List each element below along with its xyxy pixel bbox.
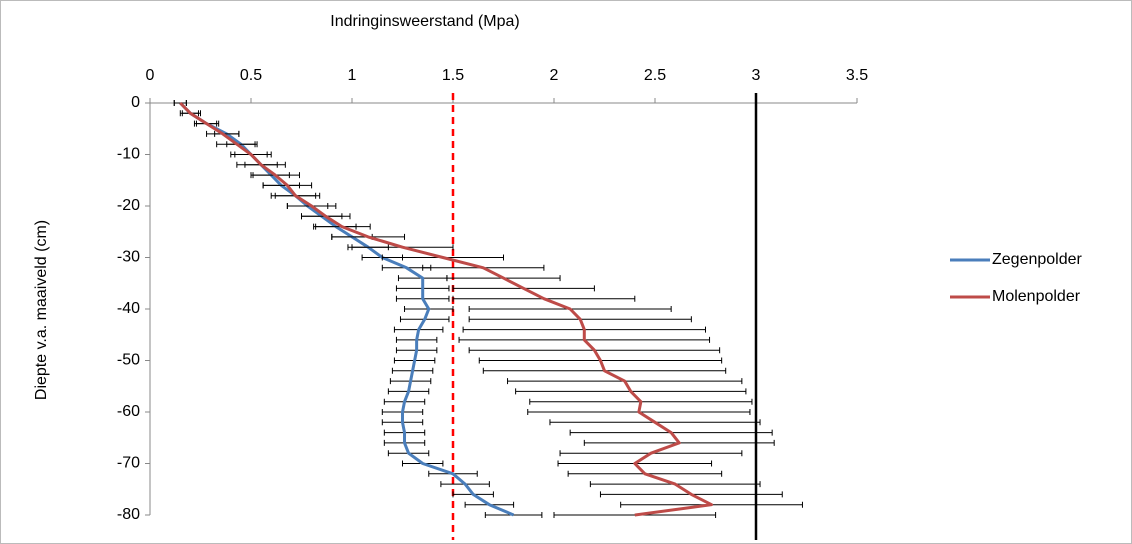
x-tick-label: 2 — [550, 67, 559, 84]
y-tick-label: -40 — [117, 300, 140, 317]
y-axis-label: Diepte v.a. maaiveld (cm) — [33, 220, 50, 400]
x-tick-label: 2.5 — [644, 67, 666, 84]
legend-label: Zegenpolder — [992, 251, 1083, 268]
x-tick-label: 0 — [146, 67, 155, 84]
x-tick-label: 1.5 — [442, 67, 464, 84]
x-tick-label: 3.5 — [846, 67, 868, 84]
x-tick-label: 1 — [348, 67, 357, 84]
y-tick-label: -50 — [117, 352, 140, 369]
legend-label: Molenpolder — [992, 288, 1081, 305]
y-tick-label: -20 — [117, 197, 140, 214]
x-tick-label: 0.5 — [240, 67, 262, 84]
x-tick-label: 3 — [752, 67, 761, 84]
series-line — [179, 101, 515, 517]
y-tick-label: 0 — [131, 94, 140, 111]
y-tick-label: -30 — [117, 249, 140, 266]
y-tick-label: -80 — [117, 506, 140, 523]
y-tick-label: -70 — [117, 455, 140, 472]
y-tick-label: -60 — [117, 403, 140, 420]
series-line — [179, 101, 714, 517]
y-tick-label: -10 — [117, 146, 140, 163]
chart-title: Indringinsweerstand (Mpa) — [330, 13, 519, 30]
